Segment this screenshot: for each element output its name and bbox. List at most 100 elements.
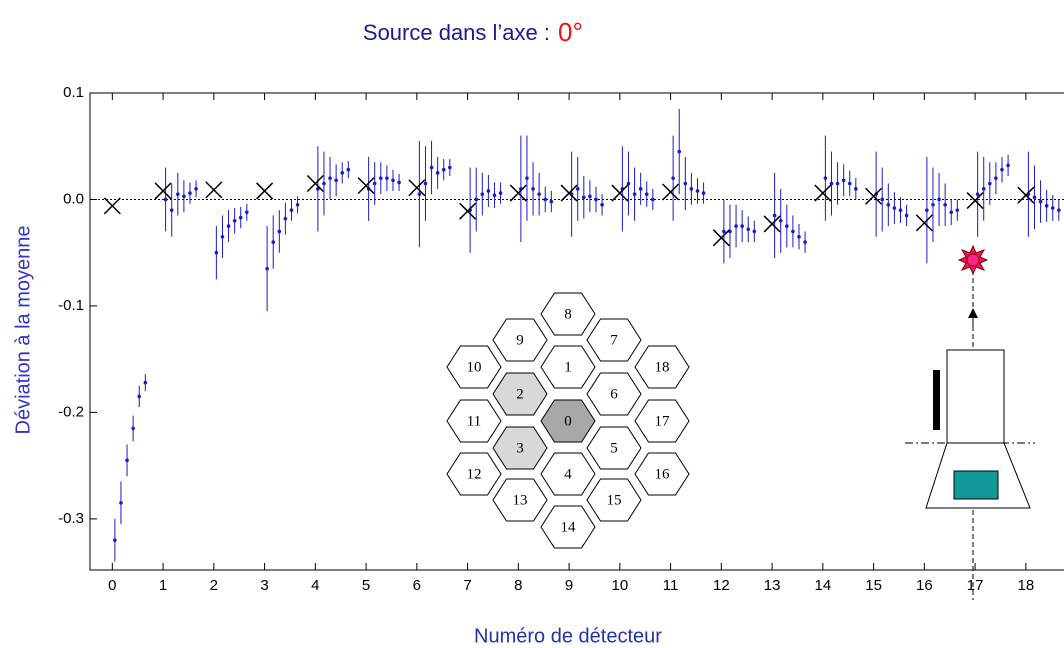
hexagon <box>540 399 596 443</box>
crystal <box>953 470 999 500</box>
mean-marker <box>154 182 172 200</box>
hexagon-label: 14 <box>561 519 577 535</box>
y-tick-label: -0.2 <box>58 403 84 420</box>
data-point <box>626 181 631 186</box>
hexagon-label: 9 <box>516 332 524 348</box>
data-point <box>722 229 726 234</box>
data-point <box>931 202 935 207</box>
data-point <box>289 208 294 212</box>
x-tick-label: 16 <box>916 577 933 594</box>
data-point <box>695 189 700 193</box>
data-point <box>163 197 168 202</box>
y-tick-label: -0.3 <box>58 510 84 527</box>
mean-marker <box>306 174 324 193</box>
data-point <box>435 171 440 175</box>
data-point <box>791 229 795 234</box>
x-tick-label: 0 <box>108 577 116 594</box>
data-point <box>295 202 300 207</box>
mean-marker <box>763 215 781 233</box>
data-point <box>214 250 219 255</box>
data-point <box>131 426 135 431</box>
data-point <box>137 394 142 399</box>
data-point <box>340 171 345 175</box>
data-point <box>677 149 682 154</box>
y-axis-label: Déviation à la moyenne <box>12 225 34 434</box>
data-point <box>1038 199 1043 204</box>
x-tick-label: 14 <box>814 577 831 594</box>
data-point <box>238 215 243 220</box>
hexagon <box>446 452 502 496</box>
data-point <box>740 224 744 228</box>
hexagon <box>586 372 642 416</box>
x-tick-label: 3 <box>260 577 268 594</box>
hexagon-label: 10 <box>467 359 482 375</box>
data-point <box>823 176 828 180</box>
data-point <box>1057 208 1061 212</box>
hexagon <box>586 318 642 362</box>
x-tick-label: 13 <box>764 577 781 594</box>
data-point <box>734 224 738 228</box>
data-point <box>582 195 586 200</box>
mean-marker <box>915 214 933 232</box>
chart-title-value: 0° <box>558 17 583 47</box>
mean-marker <box>611 184 629 202</box>
hexagon-label: 13 <box>513 492 528 508</box>
data-point <box>1032 195 1037 200</box>
data-point <box>778 218 783 223</box>
data-point <box>949 210 954 215</box>
hexagon-label: 0 <box>564 413 572 429</box>
detector-body <box>946 349 1005 444</box>
data-point <box>385 176 389 180</box>
data-point <box>689 187 694 191</box>
hexagon-label: 16 <box>655 466 671 482</box>
data-point <box>125 458 129 463</box>
data-point <box>182 194 186 199</box>
x-tick-label: 1 <box>159 577 167 594</box>
hexagon <box>540 452 596 496</box>
data-point <box>644 192 649 196</box>
data-point <box>226 224 231 228</box>
y-tick-label: 0.1 <box>63 84 84 101</box>
data-point <box>880 197 885 202</box>
data-point <box>981 187 986 191</box>
data-point <box>372 181 377 186</box>
data-point <box>423 181 428 186</box>
data-point <box>803 240 807 244</box>
hexagon-label: 11 <box>467 413 481 429</box>
hexagon-label: 4 <box>564 466 572 482</box>
data-point <box>232 218 237 223</box>
x-tick-label: 10 <box>611 577 628 594</box>
chart-title: Source dans l’axe : <box>363 20 550 45</box>
data-point <box>1000 167 1004 172</box>
data-point <box>886 202 891 207</box>
data-point <box>379 176 383 180</box>
mean-marker <box>357 177 375 195</box>
data-point <box>925 208 929 212</box>
data-point <box>194 187 198 191</box>
mean-marker <box>865 187 883 205</box>
plot-frame <box>89 92 1064 571</box>
data-point <box>448 165 452 170</box>
source-core <box>966 253 980 267</box>
hexagon-label: 18 <box>655 359 670 375</box>
data-point <box>143 380 148 385</box>
data-point <box>847 181 852 186</box>
mean-marker <box>560 184 578 202</box>
data-point <box>671 176 675 180</box>
data-point <box>417 192 422 196</box>
data-point <box>835 181 840 186</box>
data-point <box>1006 163 1010 168</box>
data-point <box>797 234 801 239</box>
hexagon <box>540 292 596 336</box>
data-point <box>892 206 897 210</box>
data-point <box>188 191 192 195</box>
data-point <box>537 192 541 196</box>
data-point <box>480 192 485 196</box>
data-point <box>113 538 117 542</box>
hexagon-label: 7 <box>610 332 618 348</box>
data-point <box>955 208 960 212</box>
data-point <box>701 191 706 195</box>
x-tick-label: 4 <box>311 577 319 594</box>
data-point <box>1050 206 1055 210</box>
source-schematic <box>905 244 1035 600</box>
